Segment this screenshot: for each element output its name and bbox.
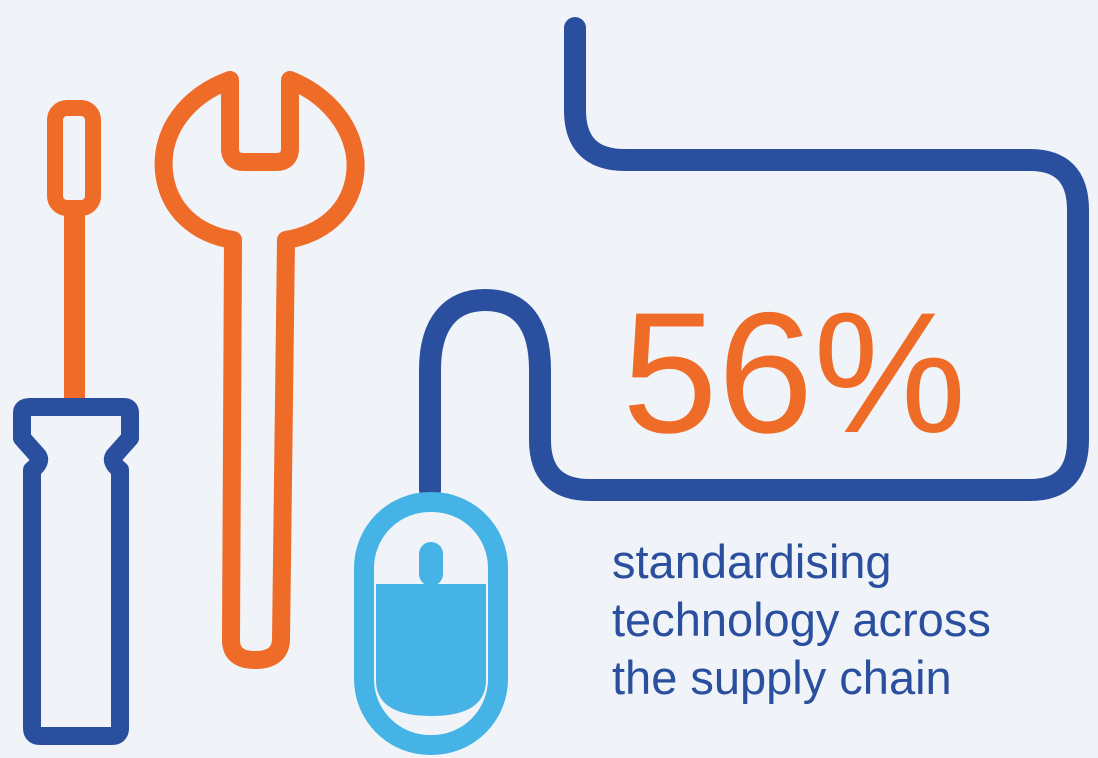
mouse-fill: [376, 584, 486, 716]
caption-line: technology across: [612, 593, 991, 646]
stat-value: 56%: [622, 277, 966, 469]
caption-line: standardising: [612, 535, 892, 588]
screwdriver-shaft: [64, 200, 85, 410]
page: 56% standardising technology across the …: [0, 0, 1098, 758]
caption-line: the supply chain: [612, 651, 952, 704]
infographic: 56% standardising technology across the …: [0, 0, 1098, 758]
mouse-wheel: [419, 542, 443, 586]
